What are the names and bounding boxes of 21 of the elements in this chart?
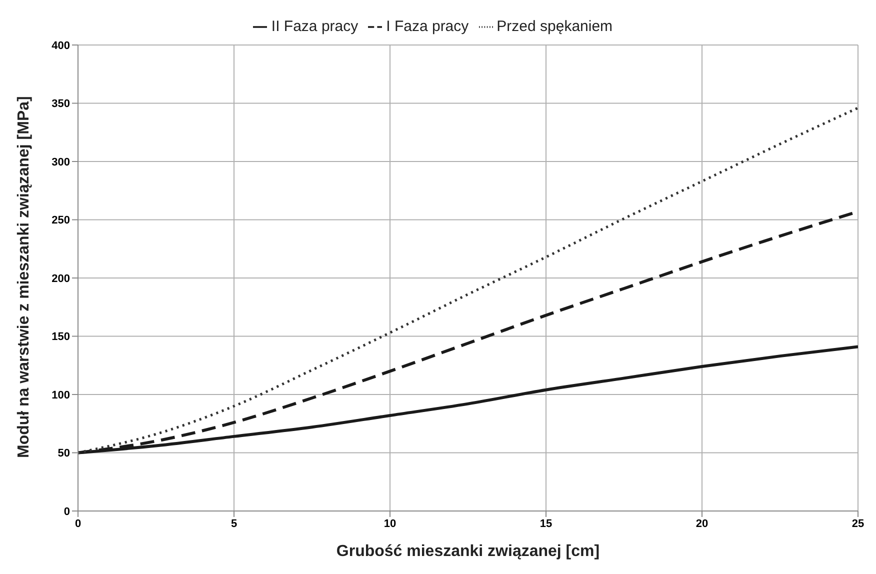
x-tick-label: 15 [540,518,552,530]
y-axis-title: Moduł na warstwie z mieszanki związanej [MPa] [16,96,33,458]
y-tick-label: 250 [52,214,70,227]
y-tick-label: 200 [52,272,70,285]
x-tick-label: 10 [384,518,396,530]
x-axis-title: Grubość mieszanki związanej [cm] [336,543,600,560]
x-tick-label: 25 [852,518,864,530]
y-tick-label: 400 [52,40,70,52]
legend-label: Przed spękaniem [496,18,613,35]
line-series [78,106,858,454]
x-tick-label: 5 [230,518,238,530]
x-tick-label: 20 [696,518,708,530]
y-tick-label: 100 [52,389,70,402]
y-tick-label: 350 [52,98,70,110]
y-tick-label: 150 [52,331,70,344]
y-tick-label: 50 [58,448,70,460]
y-tick-label: 300 [52,156,70,168]
x-tick-label: 0 [74,518,82,530]
legend-label: II Faza pracy [271,18,358,35]
y-tick-label: 0 [64,506,70,518]
legend-label: I Faza pracy [386,18,469,35]
